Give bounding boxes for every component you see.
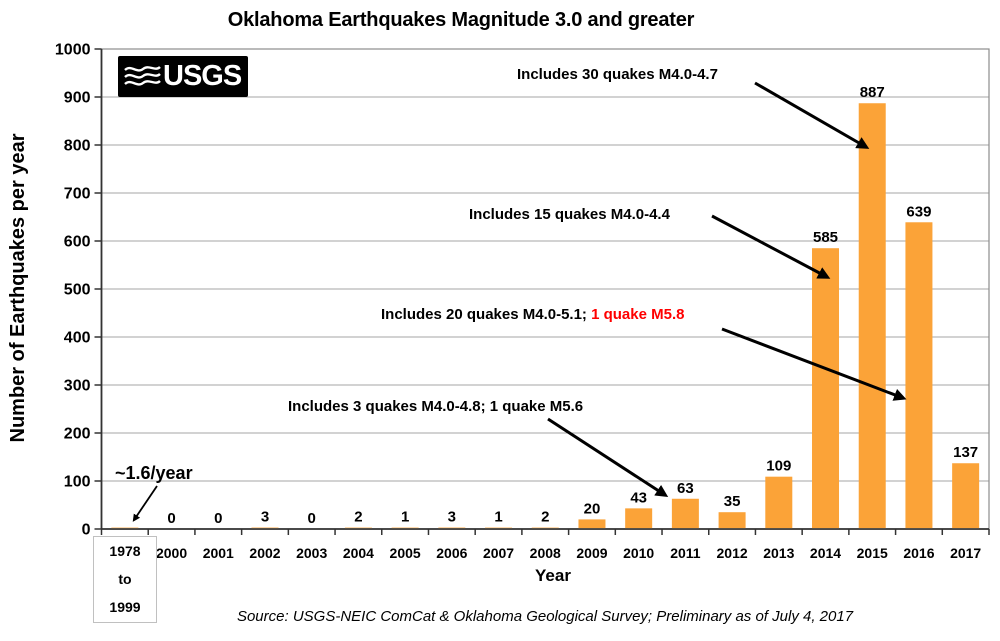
bar-label-2017: 137 [953,444,978,461]
x-tick-label-2017: 2017 [950,545,981,561]
annotation-2014: Includes 15 quakes M4.0-4.4 [469,206,670,223]
chart-title: Oklahoma Earthquakes Magnitude 3.0 and g… [227,9,695,31]
source-note: Source: USGS-NEIC ComCat & Oklahoma Geol… [236,608,854,625]
x-tick-label-2012: 2012 [717,545,748,561]
y-tick-label-400: 400 [64,330,91,347]
box-label-line3: 1999 [109,599,141,615]
annotation-arrow-1978-to-1999 [132,485,158,522]
annotation-2015: Includes 30 quakes M4.0-4.7 [517,66,718,83]
usgs-wave-icon [124,66,161,86]
bar-label-2014: 585 [813,229,838,246]
bar-label-2016: 639 [906,203,931,220]
annotation-2011-text: Includes 3 quakes M4.0-4.8; 1 quake M5.6 [288,398,584,415]
y-tick-label-800: 800 [64,138,91,155]
annotation-2011: Includes 3 quakes M4.0-4.8; 1 quake M5.6 [288,398,583,415]
annotation-arrow-2016 [721,327,907,401]
annotation-arrow-2011 [547,417,669,498]
x-axis-title: Year [535,566,571,585]
annotation-2015-text: Includes 30 quakes M4.0-4.7 [517,66,718,83]
bar-2002 [251,527,279,529]
annotation-2016-text-red: 1 quake M5.8 [591,306,685,323]
x-tick-label-2015: 2015 [857,545,888,561]
x-tick-label-2004: 2004 [343,545,374,561]
bar-2006 [438,527,466,529]
bar-label-2007: 1 [494,509,502,526]
x-tick-label-2010: 2010 [623,545,654,561]
y-tick-label-600: 600 [64,234,91,251]
x-tick-label-2005: 2005 [390,545,421,561]
y-tick-label-200: 200 [64,426,91,443]
x-tick-label-2013: 2013 [763,545,794,561]
y-tick-label-900: 900 [64,90,91,107]
bar-label-2013: 109 [766,458,791,475]
y-tick-label-1000: 1000 [55,42,91,59]
annotation-2016-text-black: Includes 20 quakes M4.0-5.1; [381,306,592,323]
bar-2012 [718,512,746,529]
bar-2014 [812,248,840,529]
bar-2010 [625,508,653,529]
bar-label-2008: 2 [541,509,549,526]
bar-2016 [905,222,933,529]
bar-2011 [671,498,699,529]
bar-label-2010: 43 [630,489,647,506]
x-tick-label-2007: 2007 [483,545,514,561]
bar-2009 [578,519,606,529]
annotation-rate-text: ~1.6/year [115,463,193,483]
bar-label-2004: 2 [354,509,362,526]
y-axis-title: Number of Earthquakes per year [7,133,29,443]
x-tick-label-2008: 2008 [530,545,561,561]
box-label-line1: 1978 [109,543,141,559]
bar-label-2006: 3 [448,509,456,526]
annotation-rate: ~1.6/year [115,463,193,484]
x-tick-label-2000: 2000 [156,545,187,561]
usgs-logo-text: USGS [163,60,242,92]
x-tick-label-2006: 2006 [436,545,467,561]
bar-label-2009: 20 [584,500,601,517]
x-tick-label-2001: 2001 [203,545,234,561]
bar-label-2001: 0 [214,510,222,527]
y-tick-label-0: 0 [82,522,91,539]
bar-2007 [485,527,513,529]
y-tick-label-500: 500 [64,282,91,299]
bar-2008 [531,527,559,529]
x-tick-label-2016: 2016 [903,545,934,561]
bar-label-2015: 887 [860,84,885,101]
bar-label-2003: 0 [308,510,316,527]
bar-2013 [765,476,793,529]
x-tick-label-1978-1999: 1978 to 1999 [93,536,157,623]
bar-label-2012: 35 [724,493,741,510]
annotation-2014-text: Includes 15 quakes M4.0-4.4 [469,206,670,223]
bar-2017 [952,463,980,529]
bar-2004 [344,527,372,529]
bar-1978-to-1999 [111,527,139,529]
x-tick-label-2014: 2014 [810,545,841,561]
box-label-line2: to [118,571,132,587]
y-tick-label-100: 100 [64,474,91,491]
bar-label-2005: 1 [401,509,409,526]
usgs-logo: USGS [118,56,248,97]
annotation-2016: Includes 20 quakes M4.0-5.1; 1 quake M5.… [381,306,684,323]
x-tick-label-2002: 2002 [249,545,280,561]
x-tick-label-2011: 2011 [670,545,701,561]
bar-label-2011: 63 [677,480,694,497]
y-tick-label-700: 700 [64,186,91,203]
x-tick-label-2003: 2003 [296,545,327,561]
annotation-arrow-2015 [754,81,870,149]
bar-label-2002: 3 [261,509,269,526]
y-tick-label-300: 300 [64,378,91,395]
annotation-arrow-2014 [711,214,831,279]
x-tick-label-2009: 2009 [576,545,607,561]
bar-label-2000: 0 [167,510,175,527]
bar-2015 [858,103,886,529]
bar-2005 [391,527,419,529]
